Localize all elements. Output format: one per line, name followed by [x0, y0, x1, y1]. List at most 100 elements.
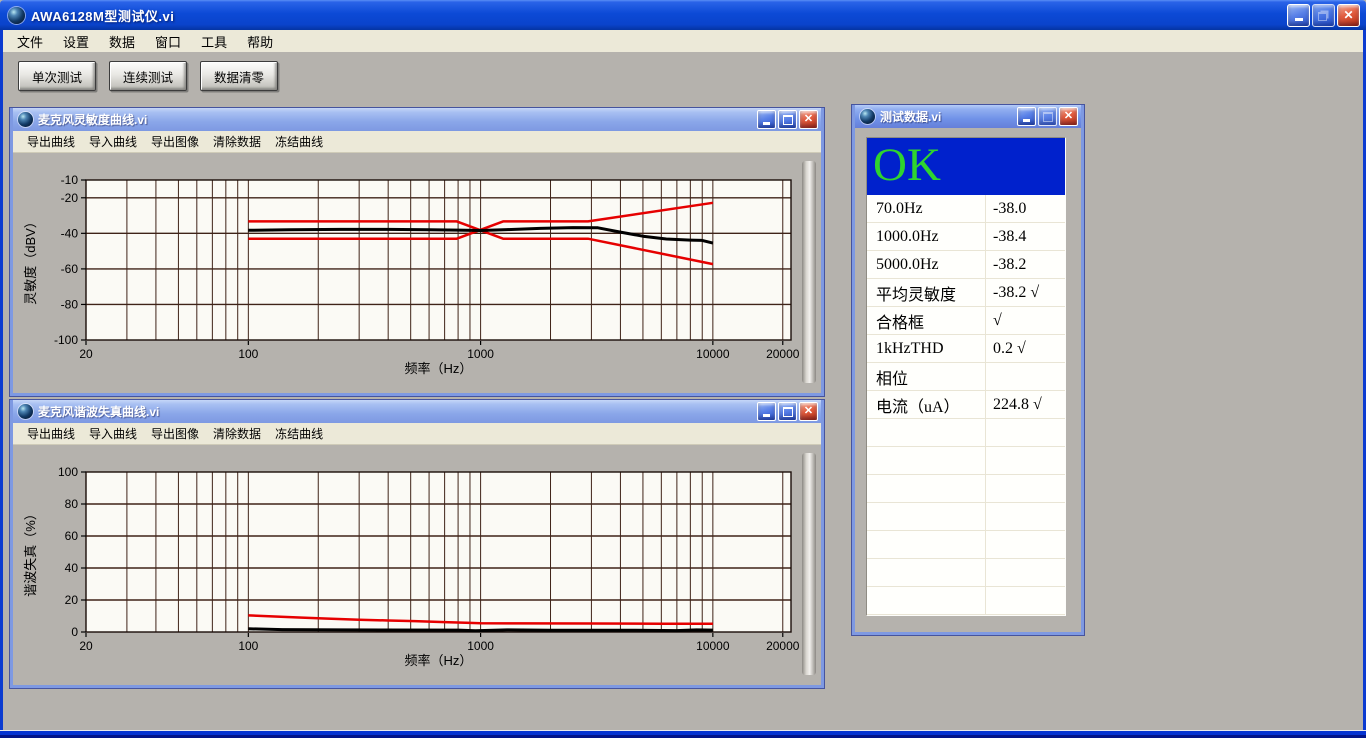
- row-label: 合格框: [867, 306, 986, 335]
- row-label: 电流（uA）: [867, 390, 986, 419]
- main-menu-item-1[interactable]: 设置: [63, 34, 90, 50]
- close-icon: ✕: [803, 405, 814, 417]
- row-label: 5000.0Hz: [867, 250, 986, 279]
- window-left-border: [0, 30, 3, 730]
- row-label: 1kHzTHD: [867, 334, 986, 363]
- distortion-window-titlebar[interactable]: 麦克风谐波失真曲线.vi ✕: [13, 400, 821, 423]
- svg-text:20: 20: [65, 593, 79, 607]
- table-row: 相位: [867, 362, 1065, 391]
- restore-button[interactable]: [1312, 3, 1335, 27]
- minimize-icon: [1023, 118, 1030, 122]
- minimize-button[interactable]: [757, 110, 776, 129]
- row-label: [867, 446, 986, 475]
- row-label: 相位: [867, 362, 986, 391]
- svg-text:-10: -10: [61, 173, 79, 187]
- row-value: [985, 530, 1065, 559]
- table-row: [867, 558, 1065, 587]
- table-row: [867, 446, 1065, 475]
- main-menu-item-4[interactable]: 工具: [201, 34, 228, 50]
- row-value: [985, 362, 1065, 391]
- distortion-menu-item-4[interactable]: 冻结曲线: [275, 427, 324, 441]
- toolbar-button-0[interactable]: 单次测试: [18, 61, 97, 91]
- close-button[interactable]: ✕: [1059, 107, 1078, 126]
- svg-text:20: 20: [79, 639, 93, 653]
- row-label: 70.0Hz: [867, 195, 986, 223]
- app-icon: [8, 6, 25, 24]
- row-value: [985, 502, 1065, 531]
- distortion-menu-item-0[interactable]: 导出曲线: [27, 427, 76, 441]
- row-value: [985, 558, 1065, 587]
- main-window-controls: ✕: [1287, 3, 1360, 27]
- sensitivity-menu-item-4[interactable]: 冻结曲线: [275, 135, 324, 149]
- chart-right-bevel: [802, 453, 816, 675]
- toolbar-button-2[interactable]: 数据清零: [200, 61, 279, 91]
- test-data-window-titlebar[interactable]: 测试数据.vi ✕: [855, 105, 1081, 128]
- minimize-button[interactable]: [757, 402, 776, 421]
- svg-text:20000: 20000: [766, 639, 800, 653]
- close-icon: ✕: [803, 113, 814, 125]
- svg-text:100: 100: [58, 465, 78, 479]
- table-row: 合格框 √: [867, 306, 1065, 335]
- distortion-curve-window: 麦克风谐波失真曲线.vi ✕ 导出曲线 导入曲线 导出图像 清除数据 冻结曲线 20 10…: [10, 400, 824, 688]
- close-button[interactable]: ✕: [799, 402, 818, 421]
- sensitivity-window-title: 麦克风灵敏度曲线.vi: [38, 113, 148, 127]
- main-titlebar[interactable]: AWA6128M型测试仪.vi ✕: [0, 0, 1366, 30]
- main-menu-item-2[interactable]: 数据: [109, 34, 136, 50]
- test-data-table: 70.0Hz -38.0 1000.0Hz -38.4 5000.0Hz -38.2 平均灵…: [867, 195, 1065, 615]
- sensitivity-window-titlebar[interactable]: 麦克风灵敏度曲线.vi ✕: [13, 108, 821, 131]
- main-menu-item-5[interactable]: 帮助: [247, 34, 274, 50]
- maximize-button[interactable]: [1038, 107, 1057, 126]
- svg-text:40: 40: [65, 561, 79, 575]
- row-label: [867, 474, 986, 503]
- main-menu-item-0[interactable]: 文件: [17, 34, 44, 50]
- svg-text:1000: 1000: [467, 347, 494, 361]
- window-controls: ✕: [1017, 107, 1078, 126]
- table-row: 1000.0Hz -38.4: [867, 222, 1065, 251]
- close-icon: ✕: [1343, 8, 1354, 22]
- table-row: 5000.0Hz -38.2: [867, 250, 1065, 279]
- sensitivity-menu-item-0[interactable]: 导出曲线: [27, 135, 76, 149]
- table-row: 1kHzTHD 0.2 √: [867, 334, 1065, 363]
- sensitivity-menu-item-1[interactable]: 导入曲线: [89, 135, 138, 149]
- svg-text:灵敏度（dBV）: 灵敏度（dBV）: [23, 215, 38, 305]
- distortion-menu-item-2[interactable]: 导出图像: [151, 427, 200, 441]
- sensitivity-chart-panel: 20 100 1000 10000 20000 -10 -20 -40 -60 -80 -100 频率…: [13, 153, 821, 391]
- minimize-button[interactable]: [1017, 107, 1036, 126]
- distortion-menu-item-3[interactable]: 清除数据: [213, 427, 262, 441]
- svg-text:100: 100: [238, 347, 258, 361]
- vi-icon: [18, 404, 33, 419]
- maximize-button[interactable]: [778, 110, 797, 129]
- minimize-icon: [1294, 17, 1303, 21]
- maximize-button[interactable]: [778, 402, 797, 421]
- svg-text:20000: 20000: [766, 347, 800, 361]
- distortion-menu-item-1[interactable]: 导入曲线: [89, 427, 138, 441]
- main-window-title: AWA6128M型测试仪.vi: [31, 8, 175, 24]
- sensitivity-menu-item-2[interactable]: 导出图像: [151, 135, 200, 149]
- table-row: 电流（uA） 224.8 √: [867, 390, 1065, 419]
- main-menubar: 文件 设置 数据 窗口 工具 帮助: [3, 30, 1363, 53]
- row-value: [985, 586, 1065, 615]
- row-value: 224.8 √: [985, 390, 1065, 419]
- close-button[interactable]: ✕: [799, 110, 818, 129]
- minimize-button[interactable]: [1287, 3, 1310, 27]
- row-value: 0.2 √: [985, 334, 1065, 363]
- distortion-window-title: 麦克风谐波失真曲线.vi: [38, 405, 160, 419]
- window-controls: ✕: [757, 110, 818, 129]
- maximize-icon: [1042, 111, 1053, 122]
- svg-text:10000: 10000: [696, 347, 730, 361]
- svg-text:-100: -100: [54, 333, 78, 347]
- row-value: -38.0: [985, 195, 1065, 223]
- sensitivity-curve-window: 麦克风灵敏度曲线.vi ✕ 导出曲线 导入曲线 导出图像 清除数据 冻结曲线 20 100…: [10, 108, 824, 396]
- test-data-table-panel: OK 70.0Hz -38.0 1000.0Hz -38.4 5000.0Hz -38.2…: [866, 137, 1066, 616]
- svg-text:10000: 10000: [696, 639, 730, 653]
- svg-text:20: 20: [79, 347, 93, 361]
- close-button[interactable]: ✕: [1337, 3, 1360, 27]
- test-data-panel: OK 70.0Hz -38.0 1000.0Hz -38.4 5000.0Hz -38.2…: [855, 128, 1081, 626]
- row-label: [867, 418, 986, 447]
- window-bottom-border: [0, 730, 1366, 738]
- vi-icon: [18, 112, 33, 127]
- sensitivity-menu-item-3[interactable]: 清除数据: [213, 135, 262, 149]
- toolbar-button-1[interactable]: 连续测试: [109, 61, 188, 91]
- main-menu-item-3[interactable]: 窗口: [155, 34, 182, 50]
- close-icon: ✕: [1063, 110, 1074, 122]
